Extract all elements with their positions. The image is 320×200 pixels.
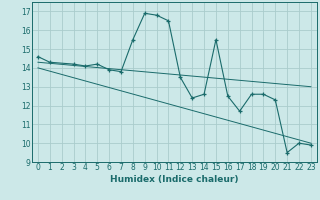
X-axis label: Humidex (Indice chaleur): Humidex (Indice chaleur) [110, 175, 239, 184]
